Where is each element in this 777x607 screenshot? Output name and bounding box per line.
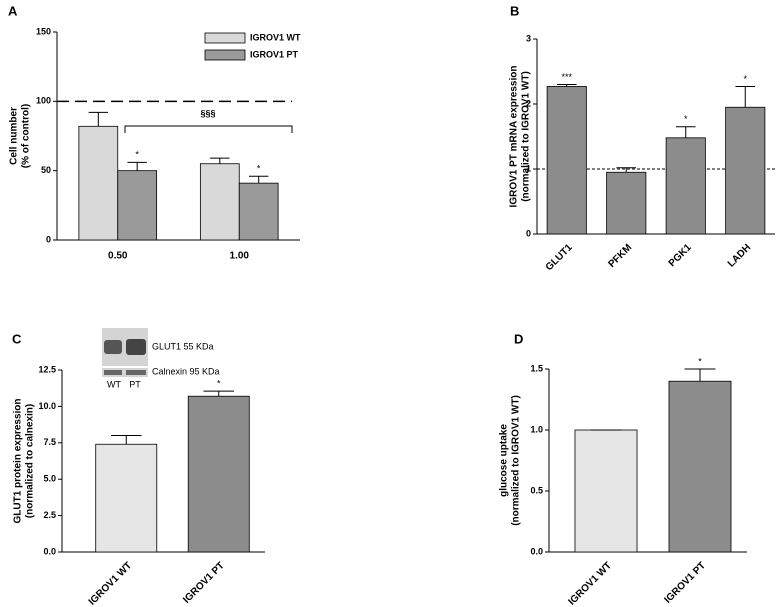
bar — [117, 170, 158, 241]
bar — [606, 171, 647, 235]
y-tick-label: 12.5 — [38, 364, 56, 374]
y-tick-label: 7.5 — [43, 437, 56, 447]
bracket — [124, 125, 293, 133]
bar — [199, 163, 240, 241]
bracket-label: §§§ — [200, 108, 215, 118]
bar — [95, 443, 158, 553]
x-tick-label: IGROV1 PT — [181, 560, 227, 606]
x-tick-label: PFKM — [606, 242, 634, 270]
y-axis-label: GLUT1 protein expression — [13, 398, 24, 523]
y-tick-label: 0.0 — [43, 546, 56, 556]
panel-label: B — [510, 3, 519, 18]
y-tick-label: 1 — [526, 163, 531, 173]
error-bar — [684, 368, 716, 382]
y-tick-label: 3 — [526, 33, 531, 43]
x-tick-label: PGK1 — [667, 242, 694, 269]
legend-label: IGROV1 WT — [250, 32, 301, 42]
y-tick-label: 100 — [36, 96, 51, 106]
x-tick-label: LADH — [726, 242, 753, 269]
error-bar — [127, 161, 147, 171]
panel-label: A — [8, 3, 18, 18]
significance-label: * — [217, 378, 221, 388]
x-tick-label: 0.50 — [108, 251, 128, 262]
inset-label: GLUT1 55 KDa — [152, 341, 214, 351]
legend-swatch — [204, 49, 246, 61]
error-bar — [556, 84, 577, 87]
blot-band — [126, 339, 146, 355]
panel-label: D — [514, 331, 523, 346]
blot-band — [104, 370, 122, 375]
y-tick-label: 2 — [526, 98, 531, 108]
inset-label: PT — [129, 379, 141, 389]
y-tick-label: 150 — [36, 26, 51, 36]
significance-label: * — [135, 150, 139, 160]
y-tick-label: 50 — [41, 165, 51, 175]
y-axis-label: Cell number — [9, 107, 20, 165]
legend-swatch — [204, 32, 246, 44]
y-axis-label: glucose uptake — [499, 424, 510, 497]
bar — [238, 182, 279, 241]
significance-label: * — [257, 164, 261, 174]
y-tick-label: 5.0 — [43, 474, 56, 484]
legend-label: IGROV1 PT — [250, 49, 299, 59]
blot-background — [102, 368, 148, 377]
bar — [574, 429, 638, 553]
y-axis-label: IGROV1 PT mRNA expression — [509, 66, 520, 208]
significance-label: *** — [561, 72, 572, 82]
x-tick-label: IGROV1 WT — [567, 560, 614, 607]
y-axis-label: (% of control) — [21, 104, 32, 168]
blot-inset — [102, 328, 148, 377]
error-bar — [675, 126, 696, 138]
error-bar — [735, 85, 756, 108]
error-bar — [203, 390, 235, 397]
error-bar — [616, 167, 637, 173]
y-tick-label: 0 — [46, 234, 51, 244]
panel-label: C — [12, 331, 22, 346]
error-bar — [210, 157, 230, 164]
blot-band — [126, 370, 146, 375]
x-tick-label: GLUT1 — [544, 242, 575, 273]
error-bar — [110, 435, 142, 445]
y-axis-label: (normalized to calnexin) — [25, 404, 36, 518]
y-tick-label: 1.0 — [530, 424, 543, 434]
significance-label: * — [743, 74, 747, 84]
y-tick-label: 0 — [526, 228, 531, 238]
y-tick-label: 0.0 — [530, 546, 543, 556]
significance-label: * — [698, 356, 702, 366]
inset-label: Calnexin 95 KDa — [152, 366, 220, 376]
inset-label: WT — [107, 379, 121, 389]
bar — [668, 380, 732, 553]
bar — [187, 395, 250, 553]
x-tick-label: 1.00 — [230, 251, 250, 262]
bar — [78, 125, 119, 241]
bar — [665, 137, 706, 235]
y-axis-label: (normalized to IGROV1 WT) — [521, 71, 532, 202]
x-tick-label: IGROV1 WT — [87, 560, 134, 607]
blot-band — [104, 340, 122, 354]
y-tick-label: 1.5 — [530, 363, 543, 373]
y-tick-label: 2.5 — [43, 510, 56, 520]
y-tick-label: 10.0 — [38, 401, 56, 411]
y-tick-label: 0.5 — [530, 485, 543, 495]
error-bar — [88, 111, 109, 127]
bar — [546, 86, 587, 235]
x-tick-label: IGROV1 PT — [662, 560, 708, 606]
bar — [725, 106, 766, 235]
error-bar — [248, 175, 269, 184]
y-axis-label: (normalized to IGROV1 WT) — [511, 395, 522, 526]
significance-label: * — [684, 114, 688, 124]
